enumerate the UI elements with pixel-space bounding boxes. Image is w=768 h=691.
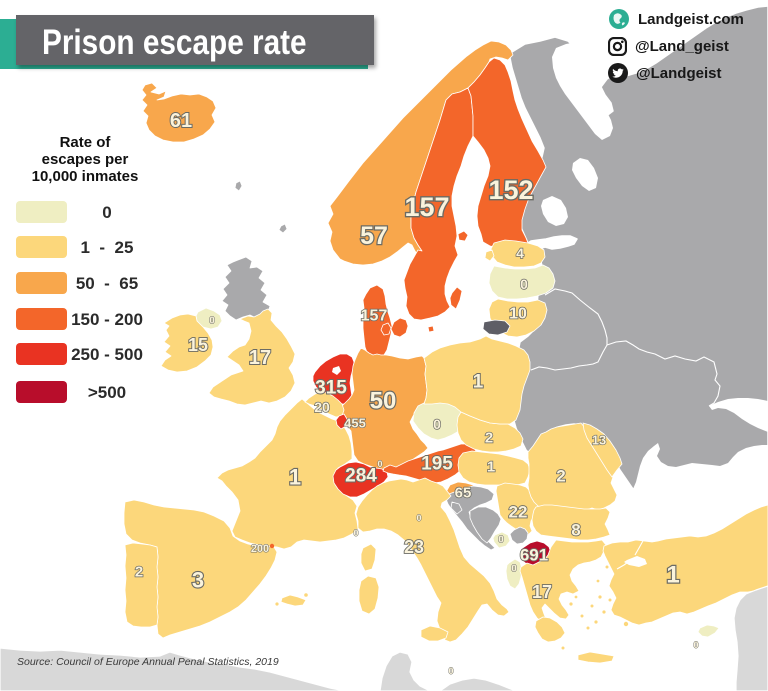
svg-text:691: 691 xyxy=(520,546,548,565)
svg-text:2: 2 xyxy=(556,467,565,486)
svg-text:1: 1 xyxy=(289,465,301,490)
svg-text:3: 3 xyxy=(192,568,204,593)
svg-text:2: 2 xyxy=(485,430,493,447)
svg-text:23: 23 xyxy=(404,537,424,557)
svg-text:0: 0 xyxy=(209,316,215,327)
svg-text:0: 0 xyxy=(693,640,698,650)
svg-text:0: 0 xyxy=(520,276,528,292)
svg-text:0: 0 xyxy=(416,513,421,523)
svg-text:61: 61 xyxy=(170,110,192,132)
svg-text:17: 17 xyxy=(532,582,552,602)
svg-text:17: 17 xyxy=(249,347,271,369)
svg-text:22: 22 xyxy=(509,503,528,522)
svg-text:0: 0 xyxy=(353,528,358,538)
svg-text:0: 0 xyxy=(448,666,453,676)
svg-text:1: 1 xyxy=(666,562,679,589)
svg-text:195: 195 xyxy=(421,454,453,475)
svg-text:284: 284 xyxy=(345,466,377,487)
svg-text:200: 200 xyxy=(251,543,269,555)
svg-text:20: 20 xyxy=(314,399,330,415)
svg-text:50: 50 xyxy=(370,388,397,415)
svg-text:15: 15 xyxy=(188,335,208,355)
svg-text:10: 10 xyxy=(509,306,527,323)
svg-text:57: 57 xyxy=(360,222,388,250)
svg-text:2: 2 xyxy=(135,564,143,581)
svg-text:0: 0 xyxy=(498,535,504,546)
svg-text:13: 13 xyxy=(592,433,606,448)
svg-text:152: 152 xyxy=(488,175,533,205)
svg-text:1: 1 xyxy=(487,459,495,476)
svg-text:8: 8 xyxy=(571,521,580,540)
svg-text:157: 157 xyxy=(404,192,449,222)
svg-text:455: 455 xyxy=(344,416,366,431)
svg-text:0: 0 xyxy=(511,564,517,575)
svg-text:315: 315 xyxy=(315,378,347,399)
svg-text:0: 0 xyxy=(433,416,441,432)
svg-text:65: 65 xyxy=(455,485,472,502)
svg-text:1: 1 xyxy=(473,372,484,393)
svg-text:4: 4 xyxy=(516,245,524,261)
svg-text:157: 157 xyxy=(361,308,388,325)
svg-text:0: 0 xyxy=(377,459,382,469)
